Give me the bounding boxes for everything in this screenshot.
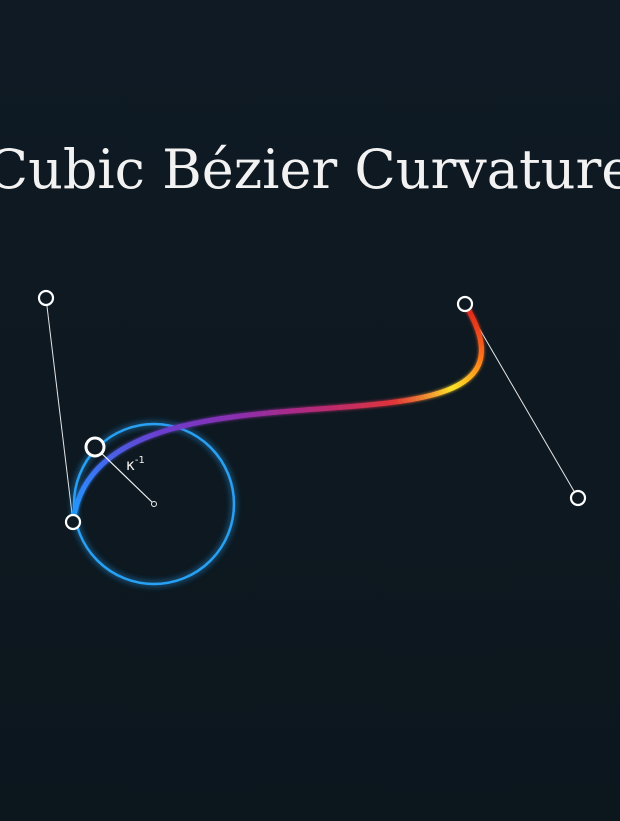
handle-line-start [45, 297, 74, 523]
end-point-handle[interactable] [569, 489, 587, 507]
osculating-circle [72, 422, 236, 586]
curvature-sample-point[interactable] [84, 436, 106, 458]
curvature-exponent: -1 [135, 455, 145, 466]
control-point-2-handle[interactable] [456, 295, 474, 313]
start-point-handle[interactable] [64, 513, 82, 531]
bezier-curve [70, 301, 484, 525]
handle-line-end [464, 303, 579, 499]
page-title: Cubic Bézier Curvature [0, 138, 620, 201]
control-point-1-handle[interactable] [37, 289, 55, 307]
curvature-label: κ-1 [126, 455, 145, 474]
circle-center-point [151, 501, 157, 507]
radius-line [94, 446, 155, 505]
